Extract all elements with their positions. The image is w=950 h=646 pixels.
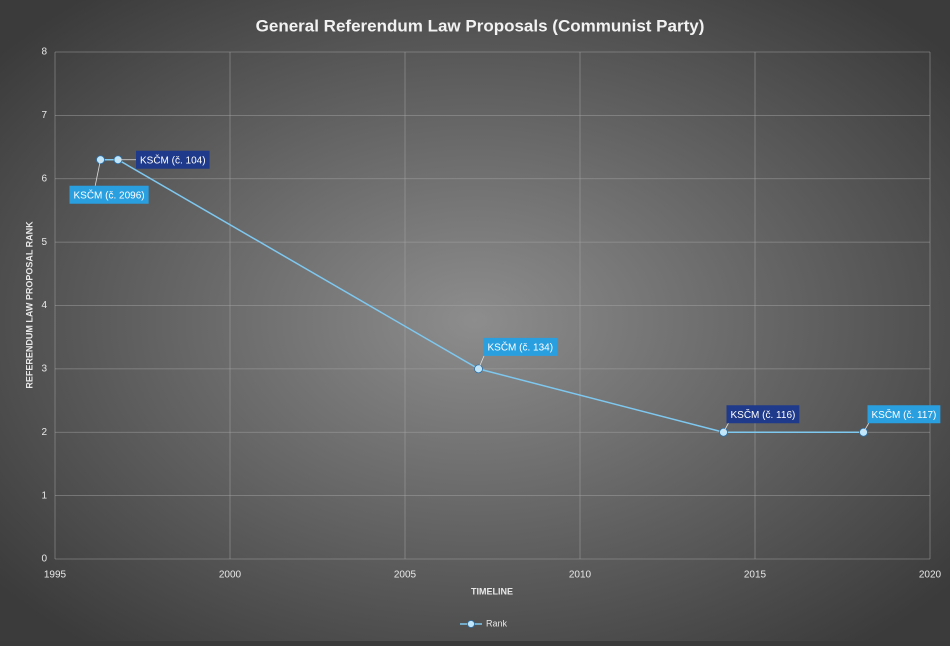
y-tick-label: 5 (41, 237, 47, 248)
point-label-box (867, 405, 941, 424)
x-tick-label: 2015 (744, 570, 767, 581)
point-label: KSČM (č. 104) (140, 153, 206, 166)
x-tick-label: 2020 (919, 570, 942, 581)
y-tick-label: 3 (41, 364, 47, 375)
x-tick-label: 2005 (394, 570, 417, 581)
point-label: KSČM (č. 2096) (74, 188, 145, 201)
point-label-box (483, 337, 558, 356)
chart-title: General Referendum Law Proposals (Commun… (256, 16, 705, 35)
y-tick-label: 4 (41, 300, 47, 311)
x-tick-label: 2010 (569, 570, 592, 581)
y-tick-label: 7 (41, 110, 47, 121)
point-label: KSČM (č. 116) (731, 408, 796, 421)
point-label-box (726, 405, 800, 424)
x-tick-label: 1995 (44, 570, 67, 581)
point-label: KSČM (č. 117) (872, 408, 937, 421)
legend-label: Rank (486, 618, 508, 628)
y-tick-label: 2 (41, 427, 47, 438)
y-tick-label: 6 (41, 173, 47, 184)
point-label-box (69, 185, 149, 204)
x-tick-label: 2000 (219, 570, 242, 581)
legend-marker (467, 620, 475, 628)
y-tick-label: 1 (41, 490, 47, 501)
y-tick-label: 8 (41, 47, 47, 58)
x-axis-title: TIMELINE (471, 586, 513, 596)
point-label: KSČM (č. 134) (488, 341, 554, 354)
y-tick-label: 0 (41, 554, 47, 565)
point-label-box (136, 150, 210, 169)
y-axis-title: REFERENDUM LAW PROPOSAL RANK (24, 221, 34, 389)
